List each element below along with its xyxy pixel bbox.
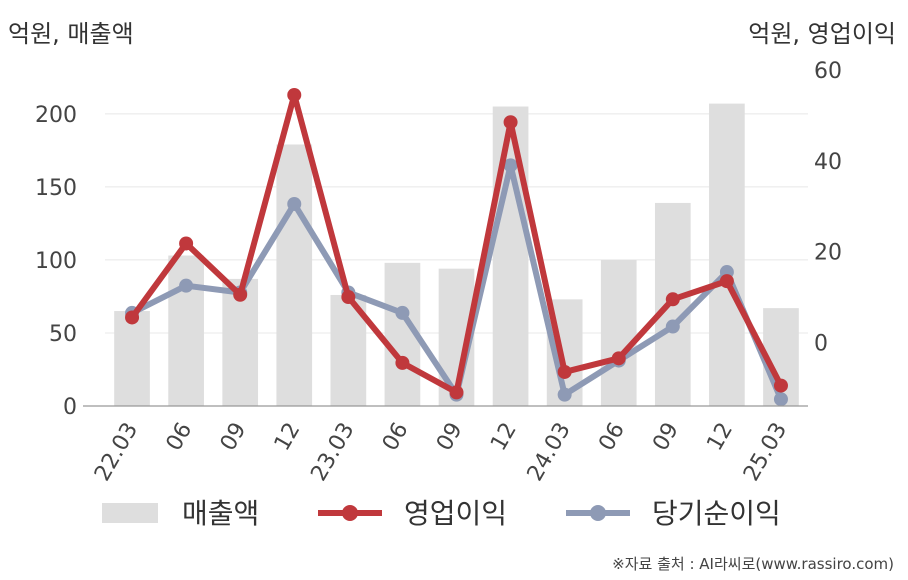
left-tick-label: 200	[35, 103, 77, 128]
right-tick-label: 40	[814, 150, 842, 175]
x-tick-label: 23.03	[306, 419, 359, 486]
operating-profit-point	[125, 310, 140, 325]
left-tick-label: 100	[35, 249, 77, 274]
right-tick-label: 0	[814, 331, 828, 356]
net-income-point	[395, 305, 410, 320]
net-income-point	[557, 387, 572, 402]
legend-marker	[590, 505, 606, 521]
operating-profit-point	[341, 290, 356, 305]
legend-label: 영업이익	[404, 497, 507, 530]
right-axis-unit: 억원, 영업이익	[748, 20, 896, 48]
x-tick-label: 09	[216, 419, 252, 456]
revenue-bar	[168, 255, 204, 406]
x-tick-label: 06	[162, 419, 198, 456]
revenue-bar	[600, 259, 637, 406]
net-income-point	[665, 319, 680, 334]
operating-profit-point	[395, 355, 410, 370]
operating-profit-point	[503, 115, 518, 130]
profit-lines	[125, 87, 788, 407]
net-income-point	[503, 158, 518, 173]
operating-profit-point	[449, 385, 464, 400]
right-tick-label: 20	[814, 241, 842, 266]
operating-profit-point	[773, 378, 788, 393]
legend-swatch-revenue	[102, 503, 158, 523]
left-y-axis: 0 50 100 150 200	[35, 103, 77, 420]
x-tick-label: 22.03	[90, 419, 143, 486]
net-income-point	[287, 196, 302, 211]
revenue-bars	[114, 103, 799, 407]
operating-profit-point	[179, 236, 194, 251]
x-tick-label: 06	[378, 419, 414, 456]
right-y-axis: 0 20 40 60	[814, 59, 842, 356]
left-tick-label: 150	[35, 176, 77, 201]
operating-profit-point	[233, 287, 248, 302]
x-tick-label: 09	[432, 419, 468, 456]
operating-profit-point	[665, 292, 680, 307]
revenue-bar	[492, 106, 529, 407]
x-tick-label: 09	[648, 419, 684, 456]
legend-label: 매출액	[182, 497, 259, 530]
legend-marker	[342, 505, 358, 521]
x-tick-label: 25.03	[739, 419, 792, 486]
x-tick-label: 06	[594, 419, 630, 456]
operating-profit-point	[719, 274, 734, 289]
x-axis: 22.03 06 09 12 23.03 06 09 12 24.03 06 09 12 25.03	[83, 405, 808, 486]
left-tick-label: 50	[49, 322, 77, 347]
legend: 매출액 영업이익 당기순이익	[102, 497, 781, 530]
operating-profit-point	[611, 351, 626, 366]
x-tick-label: 12	[270, 419, 306, 456]
x-tick-label: 12	[702, 419, 738, 456]
x-tick-label: 24.03	[523, 419, 576, 486]
source-note: ※자료 출처 : AI라씨로(www.rassiro.com)	[612, 555, 894, 573]
net-income-point	[179, 278, 194, 293]
operating-profit-point	[557, 364, 572, 379]
net-income-point	[773, 392, 788, 407]
x-tick-label: 12	[486, 419, 522, 456]
legend-label: 당기순이익	[652, 497, 781, 530]
left-axis-unit: 억원, 매출액	[8, 20, 134, 48]
revenue-bar	[114, 311, 150, 406]
right-tick-label: 60	[814, 59, 842, 84]
operating-profit-point	[287, 87, 302, 102]
left-tick-label: 0	[63, 395, 77, 420]
revenue-bar	[709, 103, 745, 406]
revenue-bar	[276, 144, 313, 407]
